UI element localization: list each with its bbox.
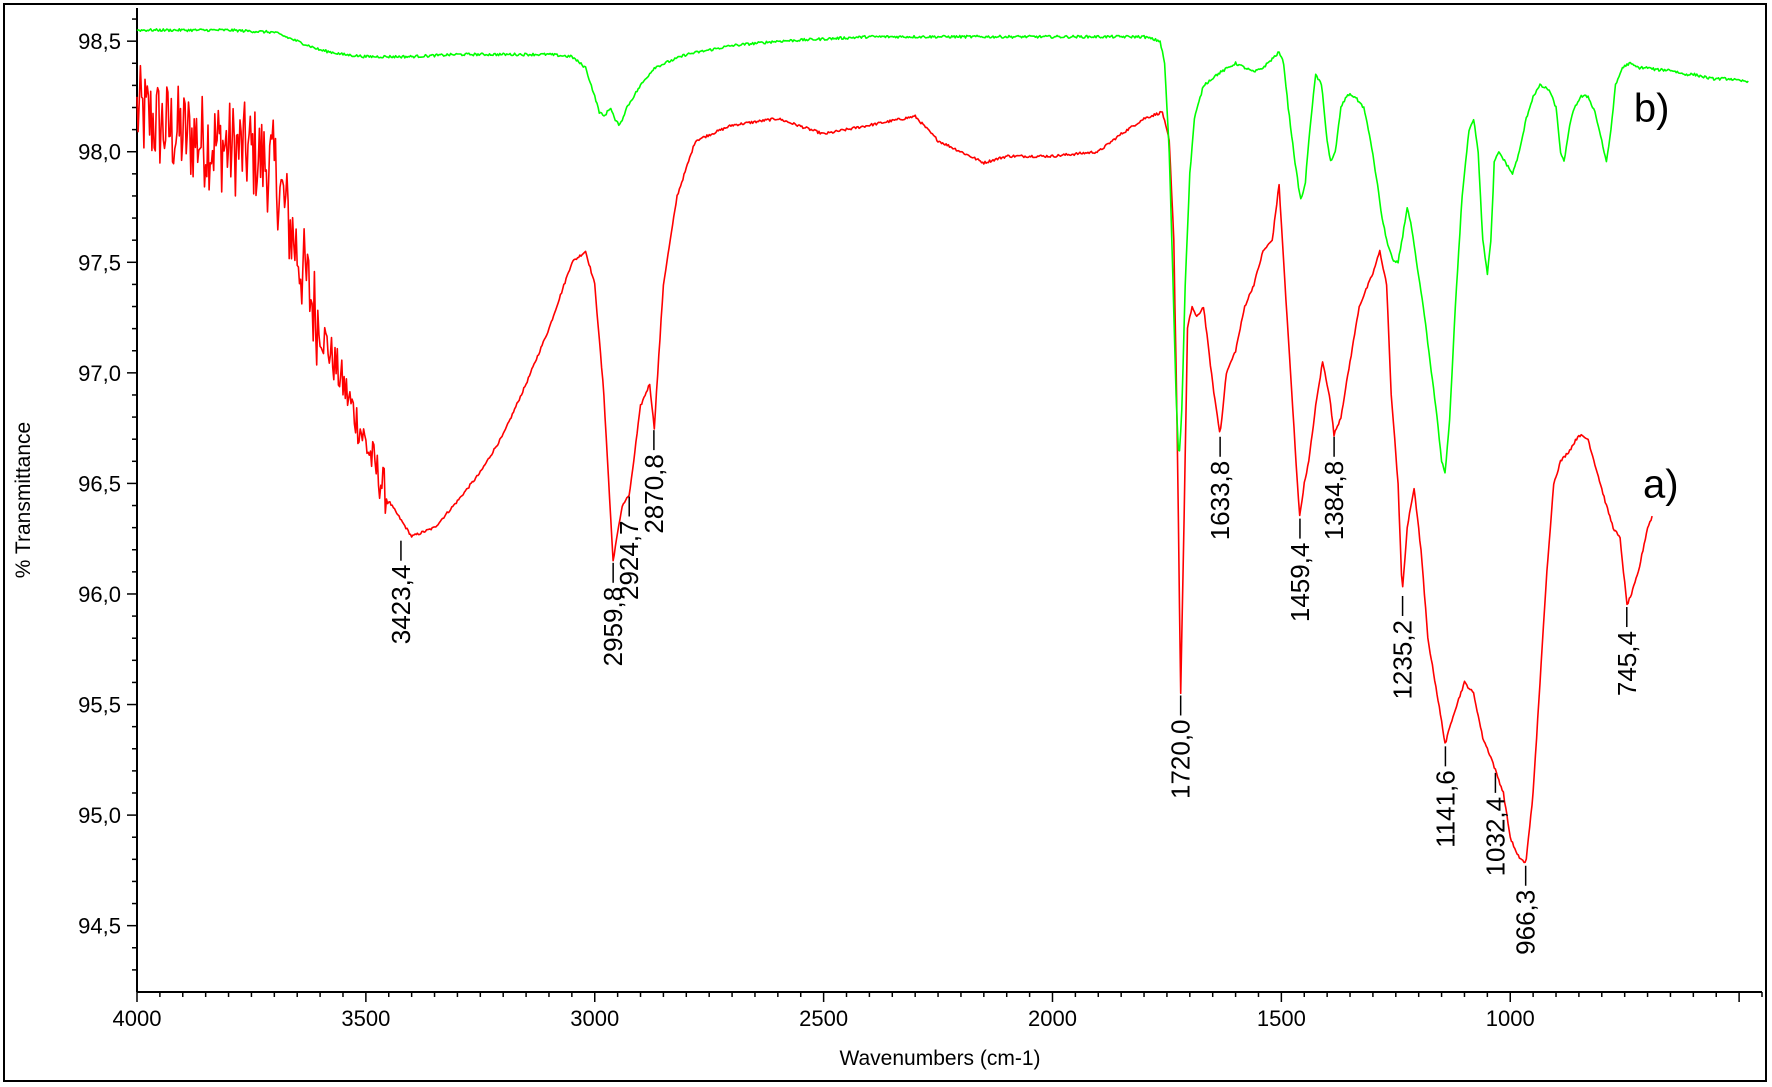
y-tick-label: 95,0 <box>78 803 121 828</box>
y-tick-label: 95,5 <box>78 693 121 718</box>
curve-label: a) <box>1643 462 1679 506</box>
axes: 4000 3500 3000 2500 2000 1500 1000 98,5 98,0 97,5… <box>78 8 1763 1031</box>
y-tick-label: 96,5 <box>78 471 121 496</box>
peak-label: 745,4 <box>1612 631 1642 696</box>
y-tick-label: 97,0 <box>78 361 121 386</box>
y-tick-label: 98,5 <box>78 29 121 54</box>
spectrum-curves: a) b) <box>136 28 1749 864</box>
peak-label: 2924,7 <box>614 520 644 600</box>
x-tick-label: 2500 <box>799 1006 848 1031</box>
peak-label: 2959,8 <box>598 587 628 667</box>
x-tick-label: 2000 <box>1028 1006 1077 1031</box>
series-line-a <box>136 64 1653 864</box>
peak-label: 966,3 <box>1511 890 1541 955</box>
x-axis-title: Wavenumbers (cm-1) <box>839 1047 1040 1070</box>
peak-label: 3423,4 <box>386 565 416 645</box>
y-axis-title: % Transmittance <box>12 422 35 578</box>
peak-label: 1384,8 <box>1319 461 1349 541</box>
y-tick-label: 97,5 <box>78 250 121 275</box>
x-tick-label: 1000 <box>1486 1006 1535 1031</box>
peak-label: 1032,4 <box>1480 797 1510 877</box>
chart-frame <box>3 3 1767 1082</box>
peak-label: 1235,2 <box>1388 620 1418 700</box>
y-tick-label: 98,0 <box>78 140 121 165</box>
x-tick-label: 1500 <box>1257 1006 1306 1031</box>
peak-label: 1459,4 <box>1285 543 1315 623</box>
x-tick-label: 3500 <box>341 1006 390 1031</box>
x-tick-label: 4000 <box>113 1006 162 1031</box>
y-tick-label: 94,5 <box>78 914 121 939</box>
peak-label: 1720,0 <box>1166 719 1196 799</box>
peak-label: 2870,8 <box>639 454 669 534</box>
series-line-b <box>136 28 1749 474</box>
peak-label: 1633,8 <box>1205 461 1235 541</box>
curve-label: b) <box>1634 87 1670 131</box>
y-tick-label: 96,0 <box>78 582 121 607</box>
x-tick-label: 3000 <box>570 1006 619 1031</box>
peak-label: 1141,6 <box>1430 770 1460 848</box>
